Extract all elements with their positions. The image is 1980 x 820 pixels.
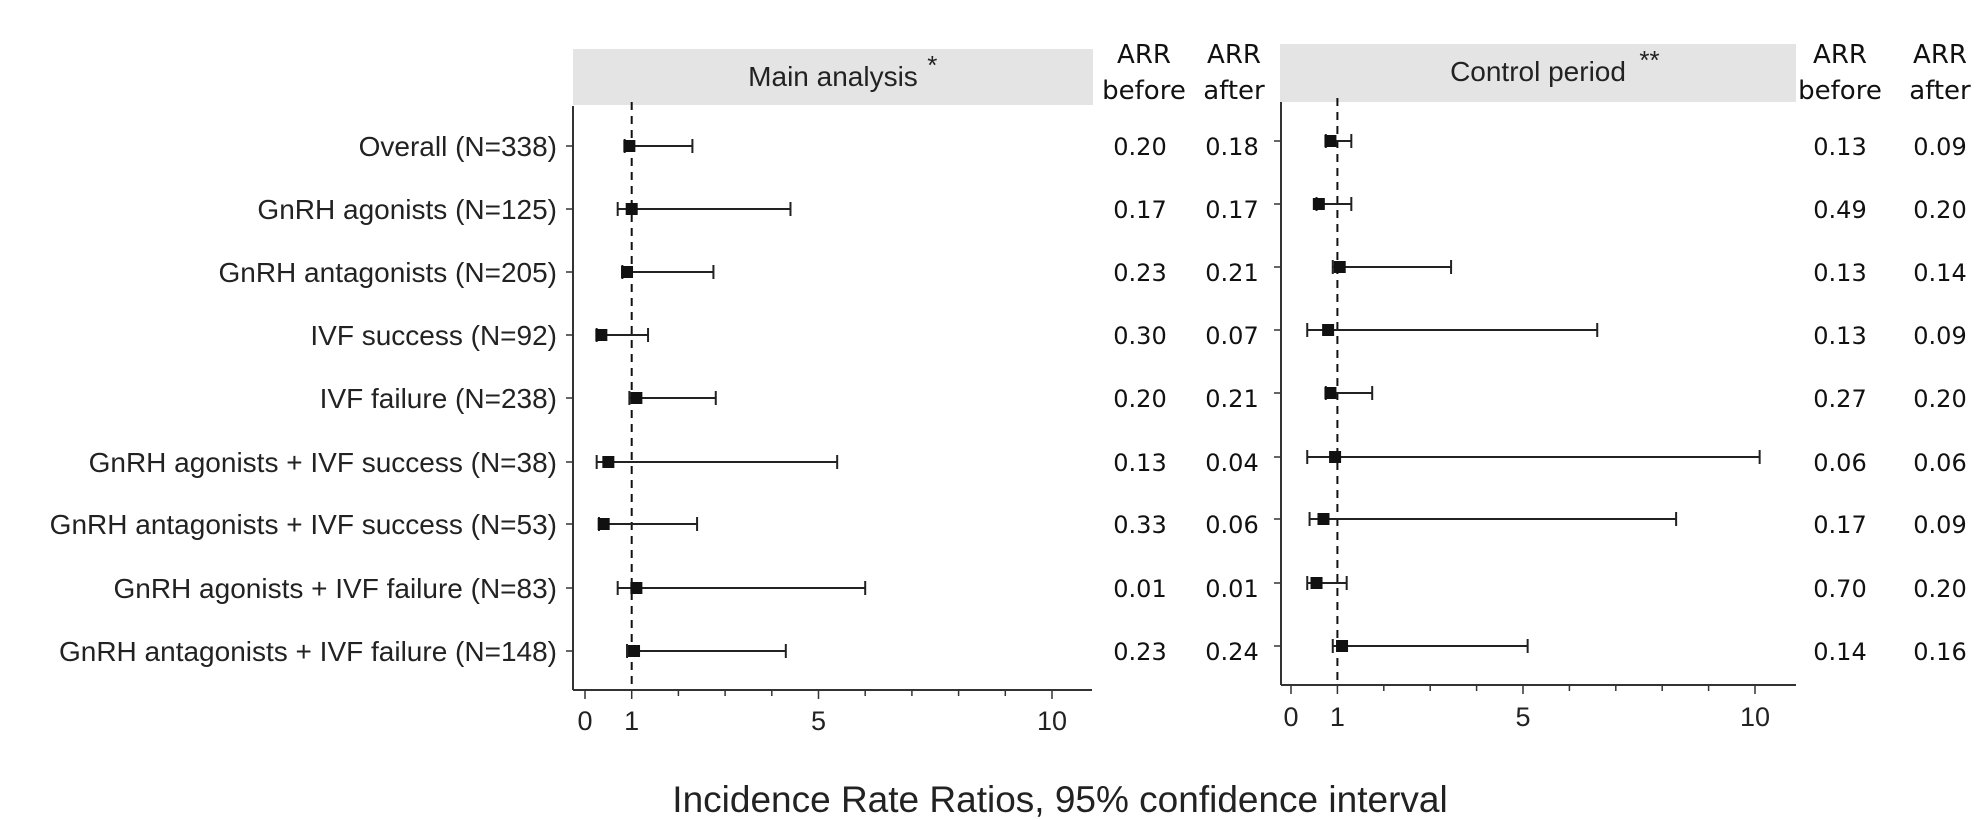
arr-before-value: 0.13	[1113, 449, 1166, 477]
arr-before-header: before	[1102, 76, 1186, 106]
arr-after-value: 0.14	[1913, 259, 1966, 287]
panel-title: Control period	[1450, 56, 1626, 87]
x-tick-label: 5	[1515, 702, 1530, 732]
arr-after-value: 0.18	[1205, 133, 1258, 161]
arr-before-value: 0.49	[1813, 196, 1866, 224]
point-estimate	[1329, 451, 1342, 463]
arr-before-value: 0.20	[1113, 385, 1166, 413]
row-label: GnRH agonists + IVF failure (N=83)	[113, 573, 557, 604]
arr-after-value: 0.20	[1913, 575, 1966, 603]
arr-before-value: 0.14	[1813, 638, 1866, 666]
arr-after-value: 0.20	[1913, 385, 1966, 413]
arr-after-value: 0.21	[1205, 385, 1258, 413]
arr-before-value: 0.13	[1813, 133, 1866, 161]
point-estimate	[1322, 324, 1335, 336]
arr-after-value: 0.07	[1205, 322, 1258, 350]
arr-before-value: 0.17	[1113, 196, 1166, 224]
arr-before-value: 0.06	[1813, 449, 1866, 477]
arr-after-value: 0.04	[1205, 449, 1258, 477]
arr-after-value: 0.09	[1913, 511, 1966, 539]
row-label: Overall (N=338)	[359, 131, 557, 162]
row-label: GnRH antagonists + IVF failure (N=148)	[59, 636, 557, 667]
row-label: GnRH agonists (N=125)	[257, 194, 557, 225]
point-estimate	[1317, 513, 1330, 525]
arr-before-value: 0.33	[1113, 511, 1166, 539]
panel-control-period: Control period ** 0 1 5 10 0.13 0.09 0.49 0.20 0.1…	[1274, 40, 1971, 732]
row-label: GnRH antagonists + IVF success (N=53)	[50, 509, 557, 540]
point-estimate	[630, 392, 643, 404]
x-tick-label: 1	[1330, 702, 1345, 732]
arr-before-value: 0.20	[1113, 133, 1166, 161]
arr-before-value: 0.70	[1813, 575, 1866, 603]
arr-after-header: after	[1203, 76, 1265, 106]
panel-title-strip	[573, 49, 1093, 105]
arr-after-value: 0.06	[1913, 449, 1966, 477]
arr-after-header: after	[1909, 76, 1971, 106]
point-estimate	[623, 140, 636, 152]
x-tick-label: 5	[811, 706, 826, 736]
arr-before-value: 0.13	[1813, 322, 1866, 350]
arr-after-value: 0.01	[1205, 575, 1258, 603]
arr-after-value: 0.17	[1205, 196, 1258, 224]
x-axis-label: Incidence Rate Ratios, 95% confidence in…	[672, 779, 1447, 820]
arr-before-header: ARR	[1813, 40, 1867, 70]
arr-after-header: ARR	[1207, 40, 1261, 70]
arr-before-value: 0.23	[1113, 259, 1166, 287]
point-estimate	[602, 456, 615, 468]
row-label: IVF success (N=92)	[310, 320, 557, 351]
panel-title-strip	[1280, 44, 1796, 102]
point-estimate	[628, 645, 641, 657]
point-estimate	[625, 203, 638, 215]
row-label: IVF failure (N=238)	[320, 383, 557, 414]
point-estimate	[1324, 387, 1337, 399]
arr-before-value: 0.17	[1813, 511, 1866, 539]
x-tick-label: 0	[577, 706, 592, 736]
point-estimate	[595, 329, 608, 341]
row-label: GnRH agonists + IVF success (N=38)	[89, 447, 557, 478]
point-estimate	[1324, 135, 1337, 147]
row-label: GnRH antagonists (N=205)	[218, 257, 557, 288]
point-estimate	[597, 518, 610, 530]
panel-title-footnote-mark: **	[1639, 45, 1659, 75]
arr-after-value: 0.21	[1205, 259, 1258, 287]
x-tick-label: 1	[624, 706, 639, 736]
arr-before-value: 0.27	[1813, 385, 1866, 413]
point-estimate	[1310, 577, 1323, 589]
point-estimate	[1333, 261, 1346, 273]
row-labels: Overall (N=338) GnRH agonists (N=125) GnRH…	[50, 131, 557, 667]
arr-after-value: 0.16	[1913, 638, 1966, 666]
point-estimate	[1312, 198, 1325, 210]
arr-after-value: 0.09	[1913, 133, 1966, 161]
arr-before-value: 0.23	[1113, 638, 1166, 666]
arr-after-value: 0.06	[1205, 511, 1258, 539]
point-estimate	[621, 266, 634, 278]
point-estimate	[630, 582, 643, 594]
arr-after-value: 0.24	[1205, 638, 1258, 666]
arr-before-value: 0.01	[1113, 575, 1166, 603]
point-estimate	[1336, 640, 1349, 652]
arr-after-value: 0.09	[1913, 322, 1966, 350]
arr-after-header: ARR	[1913, 40, 1967, 70]
panel-main-analysis: Main analysis * 0 1 5 10 0.20 0.18 0.17 0.17 0.23 0…	[566, 40, 1265, 736]
panel-title-footnote-mark: *	[927, 50, 937, 80]
arr-before-value: 0.13	[1813, 259, 1866, 287]
x-tick-label: 10	[1740, 702, 1770, 732]
arr-before-value: 0.30	[1113, 322, 1166, 350]
arr-after-value: 0.20	[1913, 196, 1966, 224]
arr-before-header: ARR	[1117, 40, 1171, 70]
x-tick-label: 0	[1283, 702, 1298, 732]
x-tick-label: 10	[1037, 706, 1067, 736]
arr-before-header: before	[1798, 76, 1882, 106]
panel-title: Main analysis	[748, 61, 918, 92]
